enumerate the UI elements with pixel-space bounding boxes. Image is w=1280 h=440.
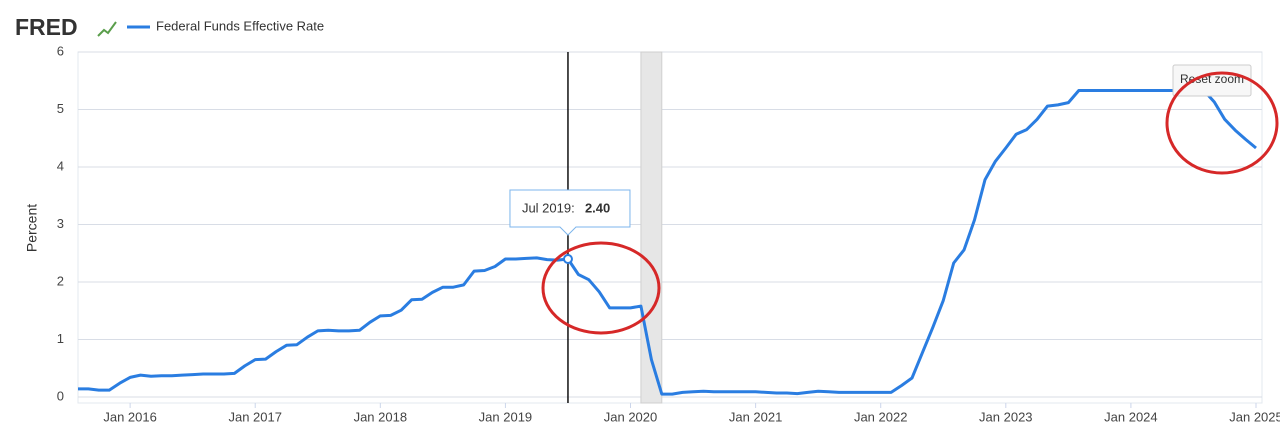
x-tick-label: Jan 2023 (979, 409, 1033, 424)
annotation-circle (541, 241, 661, 335)
y-tick-label: 1 (57, 331, 64, 346)
data-line (78, 89, 1257, 396)
reset-zoom-label[interactable]: Reset zoom (1180, 72, 1244, 86)
recession-band (640, 51, 663, 404)
logo-icon (97, 21, 117, 37)
hover-marker (562, 254, 573, 264)
y-tick-label: 4 (57, 158, 64, 173)
brand-logo: FRED (15, 14, 78, 40)
x-tick-label: Jan 2019 (479, 409, 533, 424)
tooltip-value: 2.40 (585, 200, 610, 215)
x-tick-label: Jan 2020 (604, 409, 658, 424)
y-tick-label: 0 (57, 388, 64, 403)
x-tick-label: Jan 2024 (1104, 409, 1158, 424)
y-tick-label: 5 (57, 101, 64, 116)
plot-area (77, 51, 1263, 404)
x-tick-label: Jan 2022 (854, 409, 908, 424)
x-tick-label: Jan 2021 (729, 409, 783, 424)
x-tick-label: Jan 2018 (354, 409, 408, 424)
y-tick-label: 2 (57, 273, 64, 288)
y-axis-label: Percent (24, 204, 40, 252)
y-tick-label: 3 (57, 216, 64, 231)
legend-label: Federal Funds Effective Rate (156, 18, 324, 33)
x-tick-label: Jan 2017 (228, 409, 282, 424)
x-tick-label: Jan 2025 (1229, 409, 1280, 424)
annotation-circle (1165, 71, 1279, 175)
tooltip-date: Jul 2019: (522, 200, 575, 215)
x-tick-label: Jan 2016 (103, 409, 157, 424)
y-tick-label: 6 (57, 43, 64, 58)
tooltip-box (509, 189, 631, 236)
